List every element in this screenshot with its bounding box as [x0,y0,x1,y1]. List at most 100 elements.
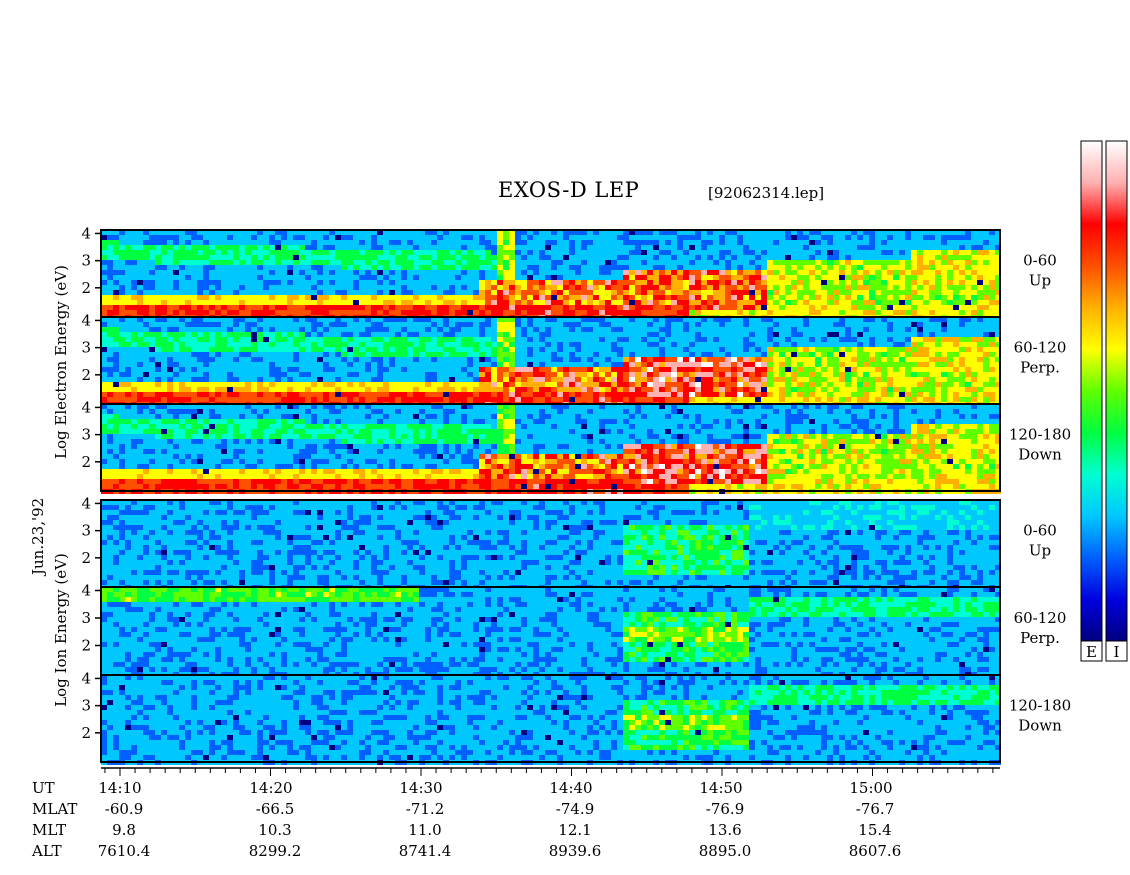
spectrogram-cell [773,270,779,275]
spectrogram-cell [539,392,545,397]
spectrogram-cell [233,392,239,397]
spectrogram-cell [857,352,863,357]
spectrogram-cell [797,332,803,337]
spectrogram-cell [335,372,341,377]
spectrogram-cell [581,357,587,362]
spectrogram-cell [989,285,995,290]
spectrogram-cell [143,367,149,372]
spectrogram-cell [845,280,851,285]
spectrogram-cell [509,295,515,300]
spectrogram-cell [629,275,635,280]
spectrogram-cell [791,352,797,357]
spectrogram-cell [755,305,761,310]
spectrogram-cell [497,342,503,347]
spectrogram-cell [227,377,233,382]
spectrogram-cell [425,337,431,342]
spectrogram-cell [227,250,233,255]
spectrogram-cell [287,240,293,245]
spectrogram-cell [185,310,191,315]
spectrogram-cell [437,290,443,295]
spectrogram-cell [887,295,893,300]
spectrogram-cell [761,387,767,392]
spectrogram-cell [587,322,593,327]
spectrogram-cell [371,290,377,295]
spectrogram-cell [299,347,305,352]
spectrogram-cell [755,397,761,402]
spectrogram-cell [539,337,545,342]
spectrogram-cell [701,235,707,240]
spectrogram-cell [173,235,179,240]
spectrogram-cell [707,332,713,337]
spectrogram-cell [413,347,419,352]
spectrogram-cell [839,270,845,275]
spectrogram-cell [605,337,611,342]
spectrogram-cell [767,260,773,265]
spectrogram-cell [137,332,143,337]
spectrogram-cell [323,240,329,245]
spectrogram-cell [503,250,509,255]
spectrogram-cell [791,377,797,382]
spectrogram-cell [581,305,587,310]
spectrogram-cell [365,275,371,280]
spectrogram-cell [983,275,989,280]
spectrogram-cell [485,295,491,300]
spectrogram-cell [965,280,971,285]
spectrogram-cell [785,372,791,377]
spectrogram-cell [173,397,179,402]
spectrogram-cell [761,337,767,342]
spectrogram-cell [413,250,419,255]
spectrogram-cell [353,310,359,315]
spectrogram-cell [635,367,641,372]
spectrogram-cell [557,337,563,342]
spectrogram-cell [155,275,161,280]
spectrogram-cell [599,382,605,387]
spectrogram-cell [677,347,683,352]
spectrogram-cell [119,392,125,397]
spectrogram-cell [731,322,737,327]
spectrogram-cell [611,342,617,347]
spectrogram-cell [179,235,185,240]
spectrogram-cell [401,367,407,372]
spectrogram-cell [371,337,377,342]
spectrogram-cell [305,362,311,367]
spectrogram-cell [431,397,437,402]
spectrogram-cell [311,397,317,402]
spectrogram-cell [185,342,191,347]
spectrogram-cell [257,362,263,367]
spectrogram-cell [479,300,485,305]
spectrogram-cell [143,342,149,347]
spectrogram-cell [893,280,899,285]
spectrogram-cell [485,377,491,382]
spectrogram-cell [209,372,215,377]
spectrogram-cell [569,397,575,402]
spectrogram-cell [407,392,413,397]
spectrogram-cell [167,367,173,372]
spectrogram-cell [959,280,965,285]
spectrogram-cell [611,322,617,327]
spectrogram-cell [329,362,335,367]
spectrogram-cell [803,372,809,377]
spectrogram-cell [329,240,335,245]
spectrogram-cell [749,310,755,315]
spectrogram-cell [455,305,461,310]
spectrogram-cell [797,255,803,260]
spectrogram-cell [203,362,209,367]
spectrogram-cell [221,280,227,285]
spectrogram-cell [479,392,485,397]
spectrogram-cell [323,255,329,260]
spectrogram-cell [869,300,875,305]
spectrogram-cell [809,295,815,300]
spectrogram-cell [647,290,653,295]
spectrogram-cell [275,270,281,275]
spectrogram-cell [311,392,317,397]
spectrogram-cell [605,362,611,367]
spectrogram-cell [989,260,995,265]
spectrogram-cell [743,327,749,332]
spectrogram-cell [329,260,335,265]
spectrogram-cell [971,280,977,285]
spectrogram-cell [143,362,149,367]
spectrogram-cell [323,300,329,305]
spectrogram-cell [269,280,275,285]
spectrogram-cell [371,265,377,270]
spectrogram-cell [143,397,149,402]
